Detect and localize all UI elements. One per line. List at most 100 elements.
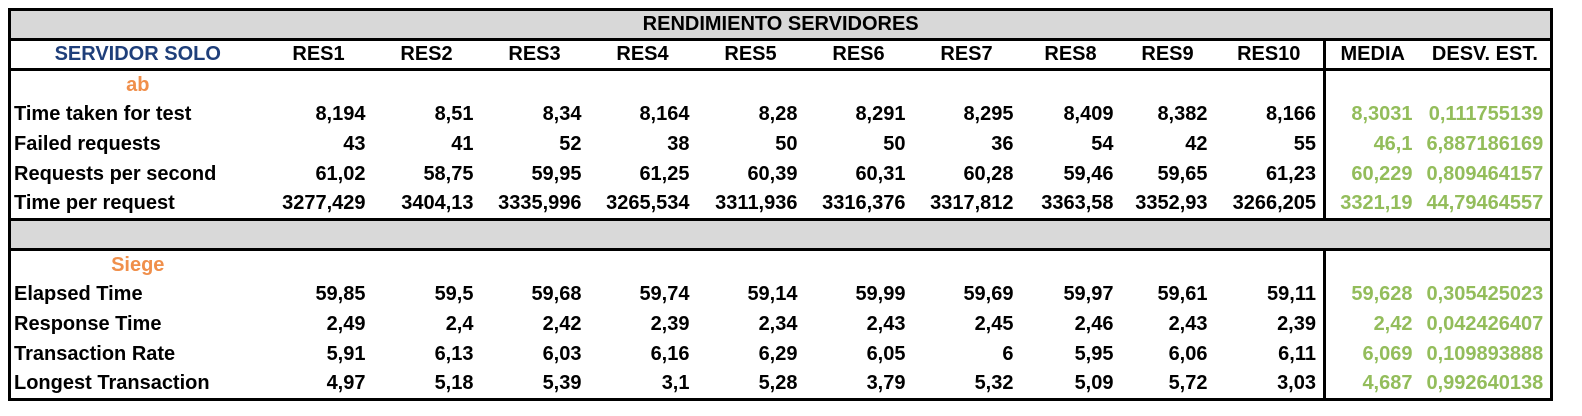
empty-cell [1323, 249, 1420, 280]
table-row: Time taken for test 8,194 8,51 8,34 8,164 8,2… [10, 99, 1552, 130]
header-res9: RES9 [1120, 39, 1215, 71]
header-res4: RES4 [588, 39, 697, 71]
empty-cell [1021, 250, 1121, 280]
cell-res3: 3335,996 [498, 192, 582, 215]
cell-res5: 59,14 [747, 283, 798, 305]
row-label: Time per request [14, 192, 175, 215]
cell-res7: 36 [991, 133, 1014, 155]
empty-cell [1021, 70, 1121, 100]
empty-cell [589, 70, 697, 100]
cell-res3: 52 [559, 133, 582, 155]
cell-res10: 3266,205 [1232, 192, 1316, 215]
cell-res10: 2,39 [1277, 313, 1316, 335]
cell-res10: 59,11 [1267, 283, 1316, 305]
cell-res4: 2,39 [650, 313, 690, 335]
row-label: Time taken for test [14, 103, 192, 125]
cell-res6: 6,05 [866, 343, 906, 365]
header-res3: RES3 [480, 39, 589, 71]
cell-res8: 54 [1091, 133, 1114, 155]
table-row: Transaction Rate 5,91 6,13 6,03 6,16 6,29 6,05… [10, 339, 1552, 370]
cell-res7: 8,295 [963, 103, 1014, 125]
cell-res6: 59,99 [855, 283, 906, 305]
cell-res9: 59,61 [1157, 283, 1208, 305]
cell-res10: 3,03 [1277, 372, 1316, 395]
separator-band [9, 218, 1552, 251]
empty-cell [913, 70, 1021, 100]
cell-res1: 3277,429 [282, 192, 366, 215]
cell-res9: 59,65 [1157, 163, 1208, 185]
cell-desv: 0,809464157 [1426, 163, 1544, 185]
header-servidor: SERVIDOR SOLO [9, 39, 265, 71]
cell-res5: 5,28 [758, 372, 798, 395]
cell-res7: 59,69 [963, 283, 1014, 305]
empty-cell [373, 250, 481, 280]
cell-desv: 0,042426407 [1426, 313, 1544, 335]
cell-res5: 50 [775, 133, 798, 155]
cell-res7: 2,45 [974, 313, 1014, 335]
header-res2: RES2 [372, 39, 481, 71]
cell-res6: 3,79 [866, 372, 906, 395]
performance-table: RENDIMIENTO SERVIDORES SERVIDOR SOLO RES1… [8, 8, 1554, 401]
empty-cell [1215, 250, 1325, 280]
cell-media: 8,3031 [1323, 99, 1420, 130]
section-title: Siege [111, 253, 165, 276]
cell-res2: 59,5 [434, 283, 474, 305]
cell-res9: 5,72 [1168, 372, 1208, 395]
cell-res3: 5,39 [542, 372, 582, 395]
cell-res5: 6,29 [758, 343, 798, 365]
cell-media: 6,069 [1323, 339, 1420, 370]
cell-res4: 59,74 [639, 283, 690, 305]
cell-res3: 2,42 [542, 313, 582, 335]
cell-media: 4,687 [1323, 369, 1420, 400]
empty-cell [1420, 70, 1552, 100]
cell-res2: 8,51 [434, 103, 474, 125]
row-label: Response Time [14, 313, 162, 335]
cell-res7: 60,28 [963, 163, 1014, 185]
cell-res3: 8,34 [542, 103, 582, 125]
cell-res1: 61,02 [315, 163, 366, 185]
header-res5: RES5 [696, 39, 805, 71]
cell-res1: 43 [343, 133, 366, 155]
cell-res7: 6 [1002, 343, 1014, 365]
table-row: Response Time 2,49 2,4 2,42 2,39 2,34 2,43 2,45… [10, 309, 1552, 340]
cell-res8: 5,09 [1074, 372, 1114, 395]
cell-res2: 58,75 [423, 163, 474, 185]
cell-media: 60,229 [1323, 159, 1420, 190]
cell-res8: 5,95 [1074, 343, 1114, 365]
cell-res4: 61,25 [639, 163, 690, 185]
cell-res2: 2,4 [445, 313, 474, 335]
cell-res1: 59,85 [315, 283, 366, 305]
cell-res10: 8,166 [1265, 103, 1316, 125]
cell-res8: 3363,58 [1041, 192, 1114, 215]
empty-cell [481, 250, 589, 280]
empty-cell [265, 70, 373, 100]
cell-res6: 50 [883, 133, 906, 155]
cell-res9: 42 [1185, 133, 1208, 155]
table-row: Time per request 3277,429 3404,13 3335,996 3… [10, 189, 1552, 220]
cell-res5: 8,28 [758, 103, 798, 125]
empty-cell [1215, 70, 1325, 100]
title-row: RENDIMIENTO SERVIDORES [9, 9, 1552, 41]
table-row: Requests per second 61,02 58,75 59,95 61,25 6… [10, 159, 1552, 190]
row-label: Requests per second [14, 163, 217, 185]
section-title-row: ab [10, 69, 1552, 100]
cell-res4: 38 [667, 133, 690, 155]
cell-res5: 3311,936 [715, 192, 798, 215]
empty-cell [697, 70, 805, 100]
cell-res10: 6,11 [1278, 343, 1316, 365]
empty-cell [1121, 70, 1215, 100]
cell-res5: 60,39 [747, 163, 798, 185]
cell-res7: 3317,812 [930, 192, 1014, 215]
cell-res4: 3,1 [661, 372, 690, 395]
cell-desv: 0,109893888 [1426, 343, 1544, 365]
cell-media: 59,628 [1323, 279, 1420, 310]
cell-media: 46,1 [1323, 129, 1420, 160]
cell-media: 3321,19 [1323, 189, 1420, 220]
cell-res2: 3404,13 [401, 192, 474, 215]
cell-res1: 8,194 [315, 103, 366, 125]
cell-res8: 59,46 [1063, 163, 1114, 185]
cell-res2: 6,13 [434, 343, 474, 365]
empty-cell [1323, 69, 1420, 100]
section-title-row: Siege [10, 249, 1552, 280]
header-res6: RES6 [804, 39, 913, 71]
